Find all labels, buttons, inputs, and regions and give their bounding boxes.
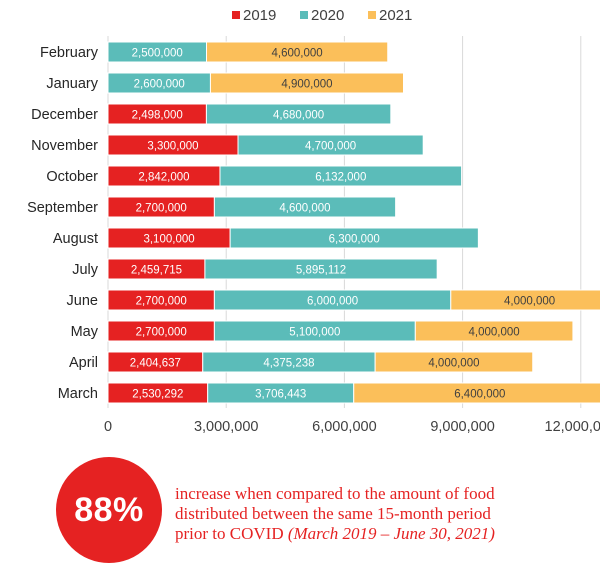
x-tick-label-3: 9,000,000 xyxy=(430,419,495,435)
category-label-september: September xyxy=(27,200,98,216)
x-tick-label-0: 0 xyxy=(104,419,112,435)
legend-label-2021: 2021 xyxy=(379,7,412,24)
data-label-july-2020: 5,895,112 xyxy=(296,265,346,277)
data-label-may-2020: 5,100,000 xyxy=(289,327,340,339)
bar-september-2020 xyxy=(213,196,397,218)
bar-february-2021 xyxy=(206,41,389,63)
data-label-april-2021: 4,000,000 xyxy=(428,358,479,370)
data-label-december-2019: 2,498,000 xyxy=(132,110,183,122)
legend-label-2020: 2020 xyxy=(311,7,344,24)
legend-swatch-2021 xyxy=(368,11,376,19)
data-label-november-2020: 4,700,000 xyxy=(305,141,356,153)
bar-may-2021 xyxy=(414,320,574,342)
stat-description: increase when compared to the amount of … xyxy=(175,484,595,544)
legend-label-2019: 2019 xyxy=(243,7,276,24)
category-label-october: October xyxy=(46,169,98,185)
x-tick-label-2: 6,000,000 xyxy=(312,419,377,435)
data-label-september-2020: 4,600,000 xyxy=(279,203,330,215)
data-label-october-2020: 6,132,000 xyxy=(315,172,366,184)
bar-october-2020 xyxy=(219,165,463,187)
category-label-march: March xyxy=(58,386,98,402)
stat-text-line-2: distributed between the same 15-month pe… xyxy=(175,504,491,523)
stat-text-line-3: prior to COVID xyxy=(175,524,288,543)
data-label-june-2021: 4,000,000 xyxy=(504,296,555,308)
bar-june-2021 xyxy=(450,289,600,311)
category-label-april: April xyxy=(69,355,98,371)
data-label-october-2019: 2,842,000 xyxy=(138,172,189,184)
data-label-may-2019: 2,700,000 xyxy=(136,327,187,339)
category-label-may: May xyxy=(71,324,99,340)
stat-text-date-range: (March 2019 – June 30, 2021) xyxy=(287,524,495,543)
stat-value: 88% xyxy=(74,490,144,529)
data-label-march-2020: 3,706,443 xyxy=(255,389,306,401)
stat-text-line-1: increase when compared to the amount of … xyxy=(175,484,495,503)
legend-swatch-2019 xyxy=(232,11,240,19)
data-label-september-2019: 2,700,000 xyxy=(136,203,187,215)
category-label-august: August xyxy=(53,231,98,247)
stat-circle: 88% xyxy=(56,457,162,563)
data-label-july-2019: 2,459,715 xyxy=(131,265,182,277)
data-label-april-2020: 4,375,238 xyxy=(263,358,314,370)
bar-august-2020 xyxy=(229,227,479,249)
category-label-june: June xyxy=(67,293,98,309)
data-label-january-2021: 4,900,000 xyxy=(281,79,332,91)
data-label-march-2019: 2,530,292 xyxy=(132,389,183,401)
bar-july-2020 xyxy=(204,258,438,280)
data-label-december-2020: 4,680,000 xyxy=(273,110,324,122)
legend-swatch-2020 xyxy=(300,11,308,19)
data-label-april-2019: 2,404,637 xyxy=(130,358,181,370)
data-label-august-2019: 3,100,000 xyxy=(143,234,194,246)
data-label-june-2019: 2,700,000 xyxy=(136,296,187,308)
data-label-november-2019: 3,300,000 xyxy=(147,141,198,153)
category-label-july: July xyxy=(72,262,99,278)
bar-december-2020 xyxy=(205,103,392,125)
data-label-june-2020: 6,000,000 xyxy=(307,296,358,308)
stacked-bar-chart: 2019 2020 2021 February January December Novem… xyxy=(27,7,600,435)
data-label-january-2020: 2,600,000 xyxy=(134,79,185,91)
data-label-august-2020: 6,300,000 xyxy=(329,234,380,246)
category-label-november: November xyxy=(31,138,98,154)
x-tick-label-1: 3,000,000 xyxy=(194,419,259,435)
data-label-february-2021: 4,600,000 xyxy=(272,48,323,60)
bar-january-2021 xyxy=(209,72,404,94)
bar-april-2021 xyxy=(374,351,534,373)
x-tick-label-4: 12,000,000 xyxy=(545,419,600,435)
bar-november-2020 xyxy=(237,134,424,156)
data-label-march-2021: 6,400,000 xyxy=(454,389,505,401)
data-label-february-2020: 2,500,000 xyxy=(132,48,183,60)
category-label-january: January xyxy=(46,76,98,92)
bar-march-2021 xyxy=(353,382,600,404)
category-label-february: February xyxy=(40,45,99,61)
category-label-december: December xyxy=(31,107,98,123)
data-label-may-2021: 4,000,000 xyxy=(469,327,520,339)
